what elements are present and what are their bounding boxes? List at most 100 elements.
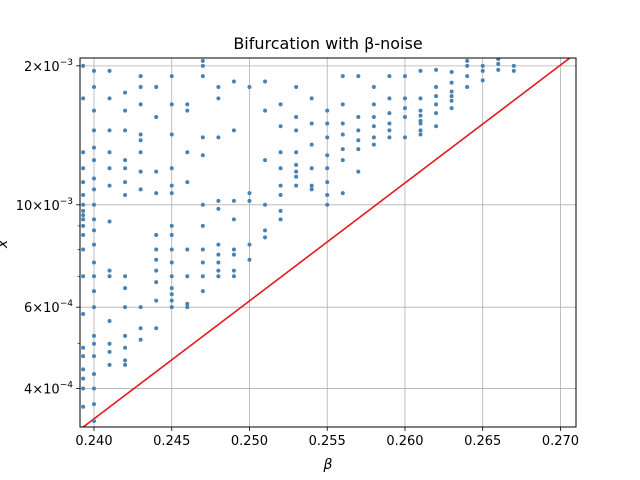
data-point — [356, 114, 361, 119]
data-point — [91, 242, 96, 247]
data-point — [81, 233, 86, 238]
data-point — [154, 257, 159, 262]
data-point — [263, 228, 268, 233]
data-point — [91, 145, 96, 150]
data-point — [169, 191, 174, 196]
data-point — [91, 341, 96, 346]
data-point — [325, 153, 330, 158]
data-point — [340, 74, 345, 79]
data-point — [91, 158, 96, 163]
data-point — [154, 84, 159, 89]
data-point — [480, 78, 485, 83]
data-point — [169, 223, 174, 228]
x-tick-label: 0.260 — [386, 434, 423, 449]
x-tick-label: 0.255 — [309, 434, 346, 449]
data-point — [185, 102, 190, 107]
data-point — [81, 63, 86, 68]
data-point — [418, 96, 423, 101]
x-axis-label: β — [323, 457, 333, 473]
data-point — [138, 150, 143, 155]
data-point — [325, 193, 330, 198]
data-point — [81, 386, 86, 391]
data-point — [418, 132, 423, 137]
data-point — [200, 247, 205, 252]
data-point — [294, 183, 299, 188]
data-point — [216, 84, 221, 89]
data-point — [231, 247, 236, 252]
data-point — [154, 233, 159, 238]
data-point — [200, 260, 205, 265]
data-point — [371, 135, 376, 140]
boundary-line — [81, 58, 571, 427]
data-point — [325, 180, 330, 185]
data-point — [91, 228, 96, 233]
data-point — [107, 150, 112, 155]
data-point — [402, 135, 407, 140]
data-point — [278, 193, 283, 198]
chart-title: Bifurcation with β-noise — [233, 34, 422, 53]
data-point — [154, 247, 159, 252]
data-point — [216, 268, 221, 273]
data-point — [169, 286, 174, 291]
data-point — [434, 94, 439, 99]
data-point — [356, 138, 361, 143]
data-point — [449, 94, 454, 99]
data-point — [231, 79, 236, 84]
data-point — [107, 219, 112, 224]
data-point — [81, 193, 86, 198]
plot-area — [80, 58, 576, 427]
data-point — [371, 84, 376, 89]
data-points — [81, 58, 516, 424]
data-point — [81, 96, 86, 101]
data-point — [309, 187, 314, 192]
data-point — [123, 166, 128, 171]
data-point — [107, 349, 112, 354]
data-point — [496, 61, 501, 66]
data-point — [91, 202, 96, 207]
data-point — [91, 187, 96, 192]
data-point — [434, 124, 439, 129]
data-point — [91, 354, 96, 359]
data-point — [169, 305, 174, 310]
data-point — [402, 114, 407, 119]
data-point — [402, 74, 407, 79]
data-point — [340, 121, 345, 126]
data-point — [216, 252, 221, 257]
data-point — [91, 260, 96, 265]
data-point — [138, 138, 143, 143]
data-point — [169, 292, 174, 297]
data-point — [247, 191, 252, 196]
data-point — [81, 180, 86, 185]
data-point — [434, 67, 439, 72]
data-point — [216, 260, 221, 265]
data-point — [169, 183, 174, 188]
data-point — [216, 96, 221, 101]
data-point — [200, 153, 205, 158]
data-point — [154, 191, 159, 196]
data-point — [231, 128, 236, 133]
data-point — [496, 67, 501, 72]
data-point — [185, 305, 190, 310]
data-point — [434, 102, 439, 107]
data-point — [185, 274, 190, 279]
data-point — [154, 326, 159, 331]
data-point — [91, 84, 96, 89]
data-point — [81, 208, 86, 213]
data-point — [340, 191, 345, 196]
data-point — [294, 174, 299, 179]
data-point — [325, 135, 330, 140]
data-point — [81, 166, 86, 171]
data-point — [138, 326, 143, 331]
data-point — [216, 198, 221, 203]
data-point — [123, 286, 128, 291]
data-point — [185, 247, 190, 252]
data-point — [138, 74, 143, 79]
data-point — [231, 217, 236, 222]
data-point — [216, 242, 221, 247]
data-point — [200, 74, 205, 79]
data-point — [231, 198, 236, 203]
data-point — [81, 274, 86, 279]
data-point — [169, 298, 174, 303]
data-point — [123, 158, 128, 163]
data-point — [263, 158, 268, 163]
